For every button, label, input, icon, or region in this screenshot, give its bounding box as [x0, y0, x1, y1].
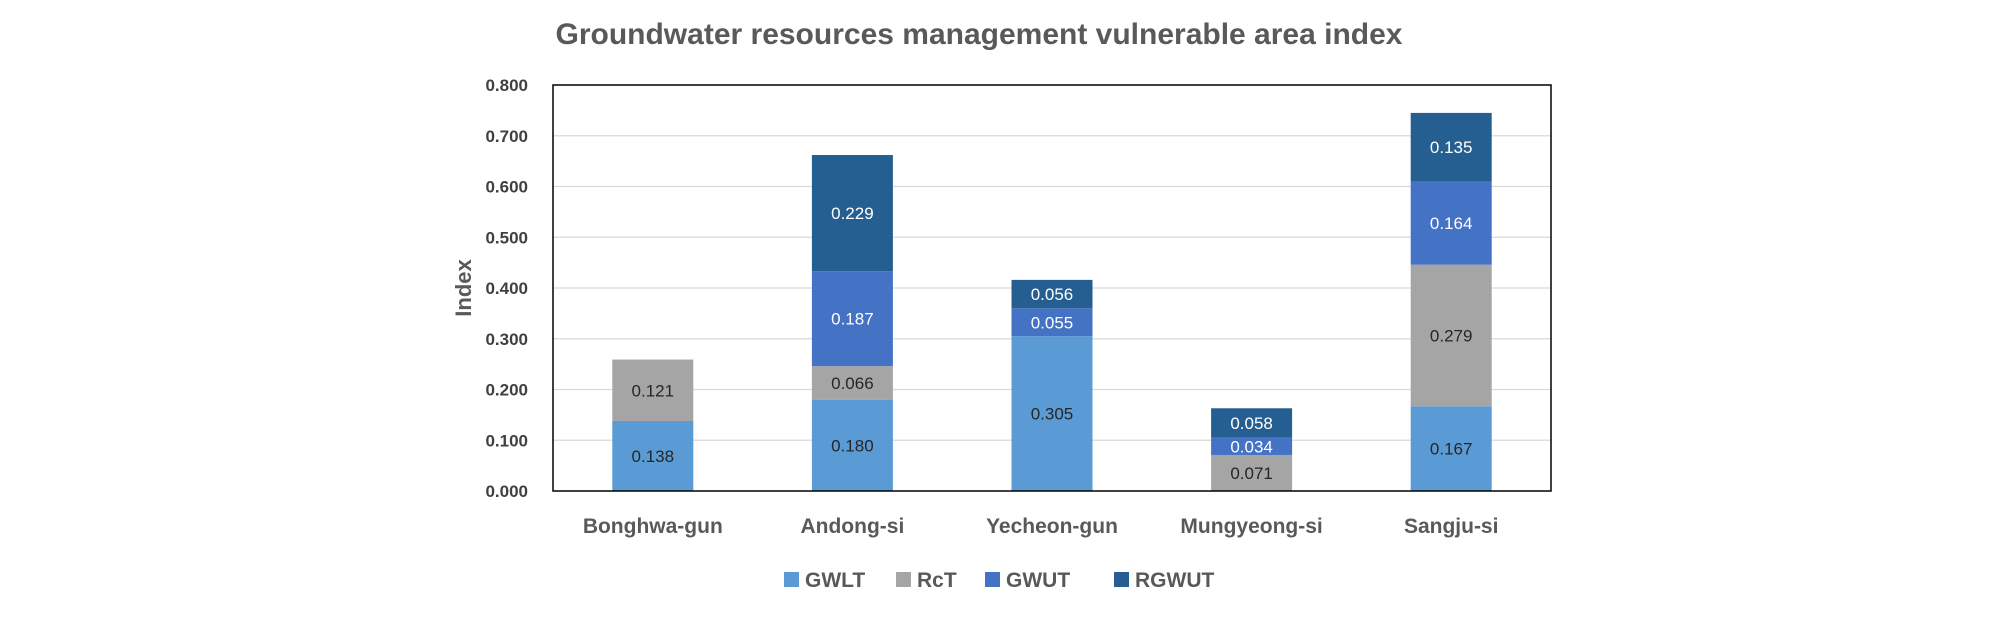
data-label: 0.167 [1430, 440, 1473, 459]
y-axis-label: Index [451, 259, 476, 317]
data-label: 0.229 [831, 204, 874, 223]
bar-segment [612, 359, 694, 421]
data-label: 0.058 [1230, 414, 1273, 433]
y-tick-label: 0.400 [485, 279, 528, 298]
x-category-label: Mungyeong-si [1180, 515, 1322, 538]
x-axis-categories: Bonghwa-gun Andong-si Yecheon-gun Mungyeong… [583, 515, 1499, 538]
x-category-label: Bonghwa-gun [583, 515, 723, 538]
data-label: 0.187 [831, 310, 874, 329]
y-tick-label: 0.300 [485, 330, 528, 349]
y-tick-label: 0.500 [485, 228, 528, 247]
y-tick-label: 0.700 [485, 127, 528, 146]
legend-swatch [784, 572, 799, 587]
bar-segment [811, 155, 893, 272]
plot-area-border [552, 84, 1552, 492]
bar-segment [1211, 454, 1293, 491]
bar-segment [1011, 308, 1093, 337]
legend-swatch [896, 572, 911, 587]
legend-label: GWUT [1006, 569, 1070, 592]
data-label: 0.279 [1430, 326, 1473, 345]
y-tick-label: 0.600 [485, 178, 528, 197]
y-tick-label: 0.200 [485, 381, 528, 400]
legend-label: RGWUT [1135, 569, 1214, 592]
bar-segment [1211, 437, 1293, 455]
bar-segment [1011, 336, 1093, 491]
bar-segment [1410, 264, 1492, 407]
legend: GWLT RcT GWUT RGWUT [784, 569, 1214, 592]
legend-label: RcT [917, 569, 957, 592]
y-tick-label: 0.000 [485, 482, 528, 501]
bar-segment [1211, 408, 1293, 438]
bar-segment [811, 366, 893, 400]
y-axis-ticks: 0.000 0.100 0.200 0.300 0.400 0.500 0.600 0.700… [485, 76, 528, 501]
data-label: 0.164 [1430, 214, 1473, 233]
data-label: 0.066 [831, 374, 874, 393]
bar-segment [811, 271, 893, 367]
data-label: 0.056 [1031, 285, 1074, 304]
data-label: 0.055 [1031, 313, 1074, 332]
bars: 0.138 0.121 0.180 0.066 0.187 0.229 0.305 0.055… [612, 112, 1492, 491]
data-label: 0.034 [1230, 437, 1273, 456]
legend-swatch [985, 572, 1000, 587]
bar-segment [1410, 112, 1492, 182]
legend-swatch [1114, 572, 1129, 587]
y-tick-label: 0.800 [485, 76, 528, 95]
bar-segment [1410, 406, 1492, 491]
y-tick-label: 0.100 [485, 431, 528, 450]
data-label: 0.305 [1031, 405, 1074, 424]
bar-segment [1011, 279, 1093, 309]
data-label: 0.180 [831, 436, 874, 455]
data-label: 0.071 [1230, 464, 1273, 483]
x-category-label: Sangju-si [1404, 515, 1499, 538]
data-label: 0.121 [632, 381, 675, 400]
data-label: 0.138 [632, 447, 675, 466]
x-category-label: Yecheon-gun [986, 515, 1118, 538]
data-label: 0.135 [1430, 138, 1473, 157]
bar-segment [811, 399, 893, 491]
chart-title: Groundwater resources management vulnera… [556, 18, 1403, 51]
legend-label: GWLT [805, 569, 865, 592]
x-category-label: Andong-si [800, 515, 904, 538]
bar-segment [1410, 181, 1492, 265]
bar-segment [612, 420, 694, 491]
